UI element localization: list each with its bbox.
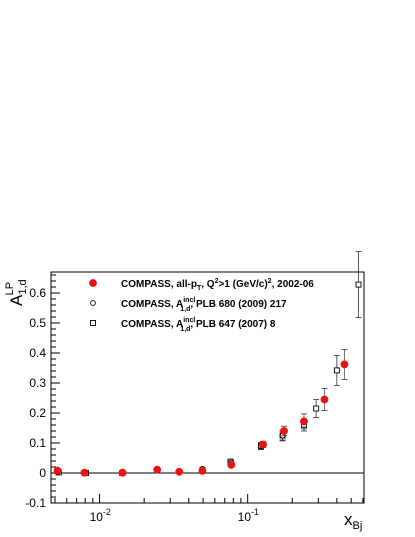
- y-tick-label: 0.6: [29, 286, 46, 300]
- x-tick-label-exp: -2: [103, 507, 111, 517]
- incl-2007-point: [313, 405, 320, 412]
- y-tick-label: 0.1: [29, 436, 46, 450]
- y-tick-label: -0.1: [25, 496, 46, 510]
- incl-2007-legend-part: 1,d: [180, 326, 190, 333]
- all-pt-legend-label: COMPASS, all-pT, Q2>1 (GeV/c)2, 2002-06: [121, 278, 314, 292]
- y-tick-label: 0.2: [29, 406, 46, 420]
- all-pt-point: [300, 417, 308, 426]
- all-pt-point: [340, 360, 349, 369]
- incl-2009-legend-marker: [90, 300, 96, 306]
- all-pt-legend-part: 2: [215, 278, 219, 285]
- x-tick-label-base: 10: [90, 510, 104, 524]
- all-pt-point: [227, 461, 236, 469]
- x-tick-label-base: 10: [238, 510, 252, 524]
- incl-2009-legend-part: 1,d: [180, 306, 190, 313]
- incl-2007-legend-part: COMPASS, A: [121, 319, 183, 330]
- x-axis-title-main: x: [344, 510, 353, 529]
- incl-2009-legend-label: COMPASS, Aincl 1,d, PLB 680 (2009) 217: [121, 297, 287, 313]
- all-pt-legend-part: , Q: [201, 279, 215, 290]
- axis-ticks: -0.100.10.20.30.40.50.610-2 10-1: [25, 274, 364, 524]
- legend: COMPASS, all-pT, Q2>1 (GeV/c)2, 2002-06C…: [89, 278, 314, 333]
- all-pt-point: [153, 465, 162, 474]
- x-tick-label-exp: -1: [251, 507, 259, 517]
- y-axis-title: A1,dLP: [4, 279, 29, 306]
- y-tick-label: 0.4: [29, 346, 46, 360]
- all-pt-point: [118, 468, 127, 477]
- all-pt-point: [53, 466, 62, 475]
- incl-2007-legend-label: COMPASS, Aincl 1,d, PLB 647 (2007) 8: [121, 317, 276, 333]
- y-tick-label: 0: [39, 466, 46, 480]
- y-axis-title-sub: 1,d: [17, 279, 29, 294]
- incl-2009-legend-part: COMPASS, A: [121, 299, 183, 310]
- incl-2007-legend-marker: [90, 320, 96, 326]
- incl-2007-legend-part: incl: [183, 317, 195, 324]
- all-pt-legend-part: , 2002-06: [272, 279, 315, 290]
- all-pt-point: [198, 467, 207, 475]
- x-axis-title-sub: Bj: [353, 520, 363, 532]
- all-pt-point: [175, 467, 184, 476]
- all-pt-point: [280, 427, 288, 435]
- plot-border: [50, 271, 365, 504]
- data-points: [53, 251, 362, 477]
- x-tick-label: 10-1: [238, 507, 259, 524]
- y-axis-title-sup: LP: [4, 282, 16, 295]
- incl-2007-legend-part: , PLB 647 (2007) 8: [190, 319, 275, 330]
- all-pt-point: [259, 440, 267, 449]
- incl-2007-point: [333, 367, 340, 374]
- plot-frame: [50, 271, 365, 504]
- y-tick-label: 0.3: [29, 376, 46, 390]
- x-tick-label: 10-2: [90, 507, 111, 524]
- all-pt-legend-part: 2: [268, 278, 272, 285]
- y-tick-label: 0.5: [29, 316, 46, 330]
- x-axis-title: xBj: [344, 510, 362, 532]
- all-pt-legend-part: T: [197, 285, 202, 292]
- y-axis-title-main: A: [7, 294, 26, 306]
- all-pt-point: [320, 395, 329, 404]
- incl-2009-legend-part: incl: [183, 297, 195, 304]
- incl-2007-point: [355, 281, 362, 288]
- all-pt-legend-marker: [89, 279, 97, 287]
- all-pt-legend-part: COMPASS, all-p: [121, 279, 197, 290]
- all-pt-point: [80, 468, 89, 477]
- all-pt-legend-part: >1 (GeV/c): [218, 279, 267, 290]
- incl-2009-legend-part: , PLB 680 (2009) 217: [190, 299, 287, 310]
